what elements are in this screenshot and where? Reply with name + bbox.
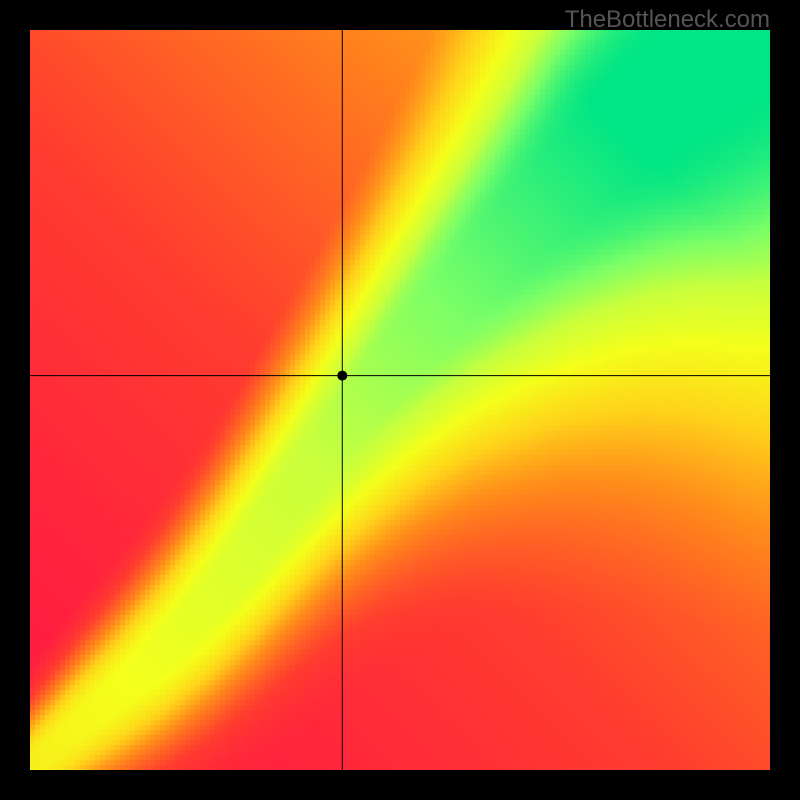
watermark-text: TheBottleneck.com xyxy=(565,6,770,34)
chart-root: TheBottleneck.com xyxy=(0,0,800,800)
heatmap-canvas xyxy=(30,30,770,770)
